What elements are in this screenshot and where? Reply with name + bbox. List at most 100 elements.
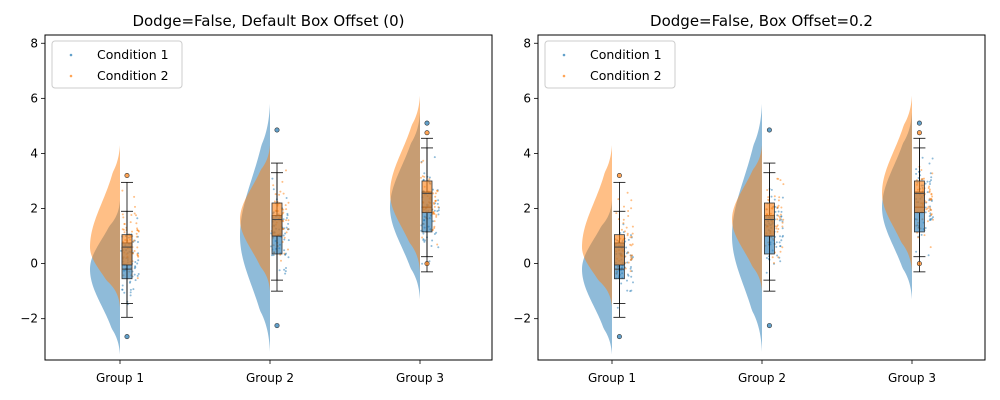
rain-point <box>779 235 781 238</box>
rain-point <box>134 205 136 208</box>
rain-point <box>627 251 630 254</box>
rain-point <box>287 222 290 225</box>
rain-point <box>272 184 275 187</box>
cloud-2-group-3 <box>882 95 912 272</box>
rain-point <box>420 161 423 164</box>
rain-point <box>424 239 426 242</box>
rain-point <box>121 288 124 291</box>
y-tick-label: 0 <box>30 257 38 271</box>
rain-point <box>782 218 785 221</box>
rain-point <box>624 230 626 233</box>
rain-point <box>626 191 629 194</box>
cloud-2-group-1 <box>90 145 120 308</box>
rain-point <box>773 262 775 264</box>
rain-point <box>282 208 285 211</box>
y-tick-label: 2 <box>30 202 38 216</box>
rain-point <box>926 207 929 210</box>
rain-point <box>626 273 629 276</box>
rain-point <box>285 219 288 222</box>
rain-point <box>129 221 132 224</box>
y-tick-label: 8 <box>523 36 531 50</box>
rain-point <box>765 257 768 259</box>
rain-point <box>121 213 124 216</box>
rain-point <box>630 199 633 202</box>
rain-point <box>781 227 784 230</box>
rain-point <box>133 212 136 215</box>
rain-point <box>625 226 628 229</box>
rain-point <box>136 277 139 280</box>
rain-point <box>278 193 281 196</box>
rain-point <box>770 188 773 191</box>
rain-point <box>433 220 436 223</box>
outlier-point <box>274 323 280 329</box>
cloud-2-group-1 <box>582 145 612 308</box>
rain-point <box>626 289 629 292</box>
rain-point <box>433 233 436 235</box>
rain-point <box>287 228 289 231</box>
rain-point <box>133 250 136 252</box>
chart-title: Dodge=False, Box Offset=0.2 <box>650 12 873 30</box>
cloud-2-group-3 <box>390 95 420 272</box>
rain-point <box>434 195 437 198</box>
rain-point <box>136 246 139 249</box>
rain-point <box>624 255 627 258</box>
rain-point <box>774 205 777 208</box>
rain-point <box>924 182 927 185</box>
rain-point <box>136 227 139 230</box>
rain-point <box>422 232 425 235</box>
rain-point <box>282 227 285 230</box>
rain-point <box>437 246 440 249</box>
rain-point <box>932 216 934 219</box>
rain-point <box>136 229 139 232</box>
rain-point <box>780 239 783 242</box>
rain-point <box>123 223 126 225</box>
rain-point <box>929 246 932 249</box>
rain-point <box>926 180 929 183</box>
rain-point <box>284 204 287 207</box>
rain-point <box>422 178 425 181</box>
rain-point <box>924 206 927 209</box>
rain-point <box>423 172 426 175</box>
rain-point <box>630 256 633 259</box>
rain-point <box>629 254 632 257</box>
rain-point <box>929 183 931 185</box>
rain-point <box>630 266 632 268</box>
rain-point <box>928 180 931 183</box>
rain-point <box>273 200 276 203</box>
rain-point <box>781 196 784 199</box>
rain-point <box>930 197 933 200</box>
rain-point <box>134 265 137 268</box>
rain-point <box>272 188 275 191</box>
x-tick-label: Group 2 <box>246 371 294 385</box>
rain-point <box>778 196 781 199</box>
rain-point <box>421 175 424 178</box>
cloud-2-group-2 <box>240 145 270 292</box>
box-body <box>614 234 625 266</box>
rain-point <box>287 201 290 204</box>
rain-point <box>122 216 125 219</box>
rain-point <box>285 252 287 255</box>
rain-point <box>630 289 633 292</box>
rain-point <box>132 288 135 291</box>
rain-point <box>281 180 284 183</box>
outlier-point <box>916 261 922 267</box>
rain-point <box>282 192 285 195</box>
rain-point <box>929 172 932 175</box>
outlier-point <box>616 172 622 178</box>
rain-point <box>776 254 779 257</box>
rain-point <box>285 267 287 269</box>
rain-point <box>287 219 290 222</box>
rain-point <box>133 239 135 242</box>
rain-point <box>437 213 440 216</box>
rain-point <box>776 230 779 233</box>
rain-point <box>626 279 628 282</box>
outlier-point <box>766 127 772 133</box>
outlier-point <box>916 120 922 126</box>
rain-point <box>777 228 780 230</box>
rain-point <box>930 176 933 179</box>
legend: Condition 1 Condition 2 <box>544 40 676 89</box>
rain-point <box>283 236 286 239</box>
rain-point <box>927 187 930 189</box>
rain-point <box>284 270 287 273</box>
rain-point <box>779 213 782 216</box>
